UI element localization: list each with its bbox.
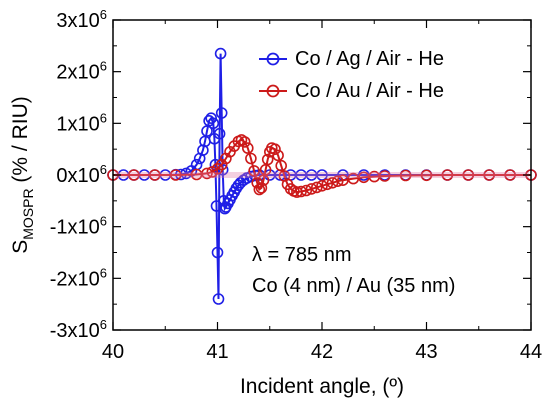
data-point [255,182,268,194]
legend-marker [266,52,280,66]
x-tick-label: 43 [415,341,437,363]
y-axis-title-main: S [9,240,32,254]
y-axis-title-units: (% / RIU) [9,96,32,188]
data-point [295,185,307,198]
x-tick-label: 42 [311,341,333,363]
data-point [483,169,496,181]
ticks-layer: 40 41 42 43 443x1062x1061x1060x106-1x106-2x1… [50,7,542,363]
y-tick-label-exponent: 6 [100,110,107,125]
y-tick-label: 3x106 [56,7,107,32]
data-point [242,142,254,154]
data-point [420,169,433,182]
data-point [504,169,516,181]
legend-label: Co / Au / Air - He [295,80,444,102]
data-point [128,169,140,181]
x-tick-label: 41 [206,341,228,363]
data-point [316,180,328,192]
data-point [169,169,182,181]
series-line [113,138,531,194]
data-point [207,117,220,130]
data-point [310,181,323,194]
data-point [305,183,318,195]
data-point [272,149,284,162]
data-point [269,143,281,155]
series-co-au [107,134,537,198]
legend-item: Co / Au / Air - He [259,80,444,102]
x-tick-label: 44 [520,341,542,363]
y-tick-label-exponent: 6 [100,59,107,74]
legend-item: Co / Ag / Air - He [259,48,444,70]
data-point [331,175,344,187]
y-tick-label-base: -1x10 [50,217,100,239]
data-point [441,169,454,181]
data-point [213,127,226,140]
y-tick-label-exponent: 6 [100,162,107,177]
annotation-text: λ = 785 nm [252,244,352,266]
y-tick-label-base: 3x10 [56,10,99,32]
y-tick-label-base: -2x10 [50,268,100,290]
data-point [212,293,225,305]
data-point [326,177,339,189]
y-tick-label-exponent: 6 [100,265,107,280]
annotations: λ = 785 nm Co (4 nm) / Au (35 nm) [252,244,455,297]
legend-label: Co / Ag / Air - He [295,48,444,70]
data-point [149,169,161,181]
data-point [300,184,313,197]
y-tick-label-base: -3x10 [50,320,100,342]
y-tick-label-base: 2x10 [56,62,99,84]
data-point [462,169,475,181]
data-point [378,170,391,182]
data-point [205,112,217,124]
y-tick-label: 2x106 [56,59,107,84]
data-point [253,183,266,196]
annotation-text: Co (4 nm) / Au (35 nm) [252,275,455,297]
data-point [249,169,261,182]
data-point [248,165,260,177]
y-axis-title: SMOSPR (% / RIU) [9,96,36,254]
data-point [316,169,328,181]
data-point [399,169,412,182]
y-tick-label: 1x106 [56,110,107,135]
data-point [321,178,334,191]
y-tick-label-exponent: 6 [100,214,107,229]
y-tick-label-base: 1x10 [56,113,99,135]
data-point [238,136,251,148]
y-tick-label: -1x106 [50,214,107,239]
x-axis-title: Incident angle, (º) [240,375,404,398]
data-point [201,167,213,180]
series-layer [107,47,537,305]
data-point [215,107,228,119]
y-tick-label-base: 0x10 [56,165,99,187]
data-point [214,47,227,60]
legend: Co / Ag / Air - He Co / Au / Air - He [259,48,444,102]
legend-marker [266,84,280,98]
y-tick-label-exponent: 6 [100,7,107,22]
y-tick-label: 0x106 [56,162,107,187]
y-axis-title-subscript: MOSPR [20,188,36,239]
y-tick-label-exponent: 6 [100,317,107,332]
axis-titles: Incident angle, (º) SMOSPR (% / RIU) [9,96,404,398]
y-tick-label: -3x106 [50,317,107,342]
y-tick-label: -2x106 [50,265,107,290]
data-point [261,153,274,166]
data-point [211,246,224,259]
x-tick-label: 40 [102,341,124,363]
data-point [245,152,257,165]
data-point [275,159,288,172]
